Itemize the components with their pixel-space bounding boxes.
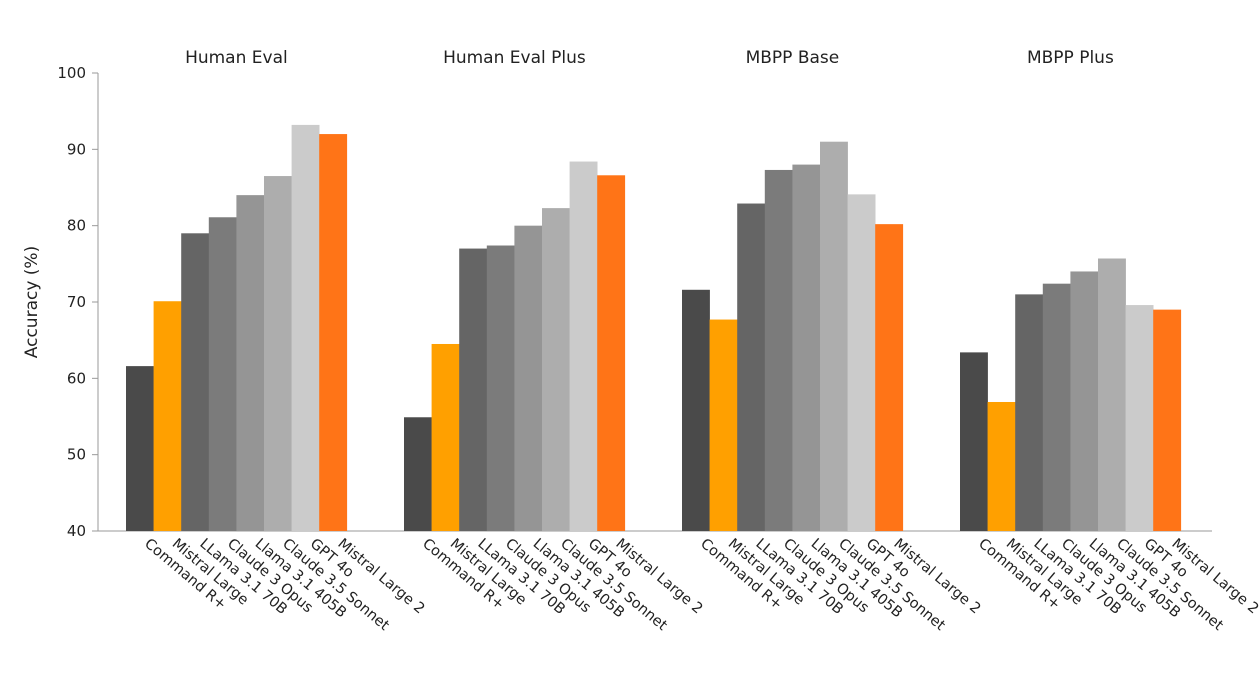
bar bbox=[847, 194, 876, 531]
bar bbox=[1098, 258, 1126, 531]
bar bbox=[987, 401, 1016, 531]
bar bbox=[597, 175, 626, 531]
bar bbox=[737, 203, 766, 531]
bar bbox=[960, 352, 988, 531]
bar bbox=[264, 176, 292, 532]
y-tick-label: 60 bbox=[67, 369, 86, 387]
bar bbox=[792, 164, 821, 531]
y-tick-label: 40 bbox=[67, 522, 86, 540]
bar bbox=[431, 343, 460, 531]
bar bbox=[875, 224, 904, 531]
y-tick-label: 70 bbox=[67, 293, 86, 311]
bar bbox=[459, 248, 488, 532]
bar bbox=[404, 417, 432, 531]
bar bbox=[1015, 294, 1044, 531]
bar bbox=[126, 366, 154, 531]
bar bbox=[153, 301, 182, 531]
bar bbox=[181, 233, 210, 532]
y-axis-title: Accuracy (%) bbox=[22, 246, 42, 358]
bar bbox=[236, 195, 265, 531]
bar bbox=[682, 289, 710, 531]
bar bbox=[1153, 309, 1182, 531]
bar bbox=[820, 141, 848, 531]
bar bbox=[709, 319, 738, 531]
bar bbox=[291, 124, 320, 531]
bar bbox=[569, 161, 598, 531]
group-title: Human Eval bbox=[185, 48, 288, 68]
y-tick-label: 80 bbox=[67, 217, 86, 235]
bar bbox=[1125, 305, 1154, 531]
bar bbox=[542, 208, 570, 532]
y-tick-label: 90 bbox=[67, 140, 86, 158]
bar bbox=[208, 217, 237, 531]
group-title: MBPP Plus bbox=[1027, 48, 1114, 68]
bar bbox=[319, 134, 348, 532]
bar bbox=[764, 169, 793, 531]
bar bbox=[1070, 271, 1099, 531]
y-tick-label: 50 bbox=[67, 446, 86, 464]
group-title: MBPP Base bbox=[746, 48, 840, 68]
bar bbox=[514, 225, 543, 531]
bar bbox=[486, 245, 515, 531]
bar bbox=[1042, 283, 1071, 531]
y-tick-label: 100 bbox=[57, 64, 86, 82]
group-title: Human Eval Plus bbox=[443, 48, 586, 68]
